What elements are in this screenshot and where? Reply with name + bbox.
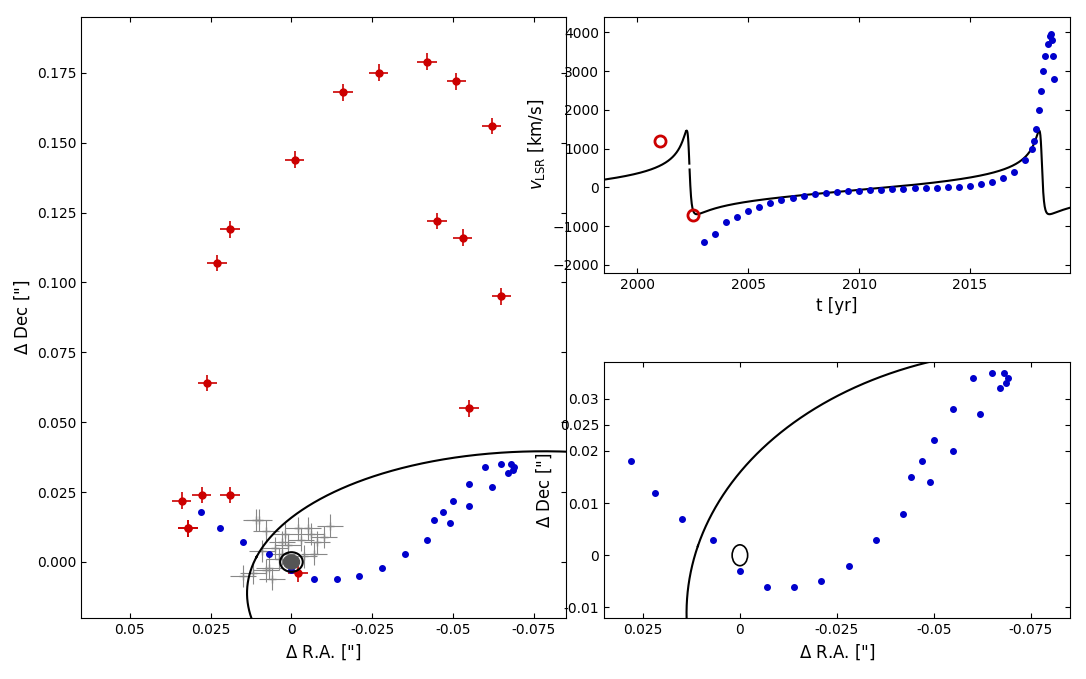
Y-axis label: $\Delta$ Dec ["]: $\Delta$ Dec ["] [534, 452, 554, 528]
Y-axis label: $\Delta$ Dec ["]: $\Delta$ Dec ["] [12, 280, 31, 355]
Ellipse shape [283, 555, 300, 569]
Y-axis label: $v_\mathrm{LSR}$ [km/s]: $v_\mathrm{LSR}$ [km/s] [526, 99, 547, 190]
X-axis label: $\Delta$ R.A. ["]: $\Delta$ R.A. ["] [798, 642, 875, 662]
X-axis label: t [yr]: t [yr] [817, 297, 858, 315]
X-axis label: $\Delta$ R.A. ["]: $\Delta$ R.A. ["] [286, 642, 362, 662]
